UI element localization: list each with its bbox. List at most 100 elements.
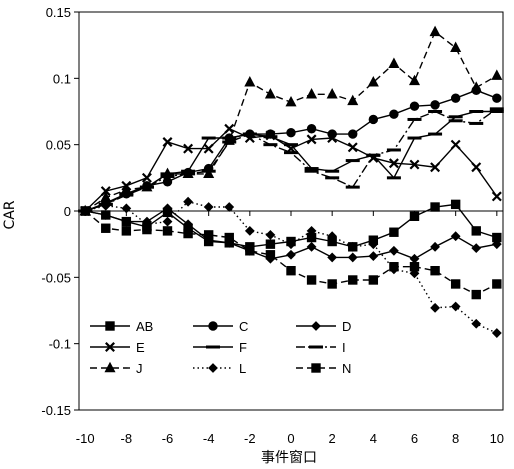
y-tick-label: 0.15	[46, 5, 71, 20]
data-point-n	[348, 275, 358, 285]
data-point-ab	[450, 199, 461, 210]
legend-label-l: L	[239, 361, 246, 376]
data-point-c	[162, 177, 173, 187]
data-point-j	[367, 76, 379, 87]
data-point-ab	[389, 227, 399, 237]
legend-marker-d	[311, 321, 321, 331]
legend-marker-e	[105, 342, 115, 352]
legend-label-i: I	[342, 340, 346, 355]
x-tick-label: 6	[411, 431, 418, 446]
data-point-l	[450, 301, 461, 312]
y-axis-title: CAR	[2, 200, 18, 229]
data-point-l	[327, 231, 338, 242]
data-point-n	[389, 262, 399, 272]
legend-item-d: D	[296, 319, 351, 334]
data-point-ab	[430, 202, 440, 212]
data-point-e	[162, 137, 173, 147]
y-tick-label: 0	[64, 204, 71, 219]
series-line-e	[84, 127, 498, 212]
data-point-j	[388, 57, 400, 68]
legend-item-i: I	[296, 340, 346, 355]
data-point-l	[162, 216, 173, 227]
series-lines	[78, 25, 504, 338]
data-point-d	[121, 216, 132, 227]
series-e	[80, 123, 502, 216]
x-tick-label: 2	[329, 431, 336, 446]
data-point-n	[183, 228, 193, 239]
data-point-n	[327, 279, 337, 289]
series-l	[80, 196, 502, 338]
data-point-n	[224, 232, 234, 243]
data-point-d	[183, 219, 193, 230]
y-tick-label: -0.1	[49, 337, 71, 352]
data-point-c	[368, 114, 379, 125]
y-tick-label: -0.05	[41, 270, 71, 285]
data-point-d	[327, 252, 338, 263]
x-tick-label: -6	[162, 431, 174, 446]
data-point-e	[409, 159, 420, 170]
data-point-e	[327, 133, 338, 144]
data-point-d	[430, 241, 440, 252]
data-point-e	[100, 186, 111, 197]
legend-label-e: E	[136, 340, 145, 355]
data-point-e	[430, 162, 441, 173]
data-point-e	[183, 143, 194, 154]
data-point-n	[101, 223, 111, 233]
data-point-e	[450, 139, 461, 150]
legend-label-ab: AB	[136, 319, 153, 334]
legend-item-e: E	[90, 340, 145, 355]
legend: AB C D E F I J L N	[90, 319, 351, 376]
y-tick-label: 0.05	[46, 138, 71, 153]
data-point-c	[409, 101, 420, 111]
legend-item-f: F	[193, 340, 247, 355]
tick-labels: -10 -8 -6 -4 -2 0 2 4 6 8 10 0.15 0.1 0.05 0 -0.05 -0.1 -…	[41, 5, 504, 446]
data-point-j	[120, 183, 132, 194]
data-point-n	[306, 275, 317, 285]
y-tick-label: 0.1	[53, 71, 71, 86]
data-point-n	[471, 289, 481, 300]
data-point-n	[409, 262, 420, 272]
y-tick-label: -0.15	[41, 403, 71, 418]
data-point-d	[389, 245, 399, 256]
data-point-d	[491, 239, 502, 250]
data-point-e	[388, 158, 399, 169]
legend-item-c: C	[193, 319, 248, 334]
x-axis-title: 事件窗口	[261, 449, 317, 466]
data-point-l	[471, 318, 482, 329]
axes	[74, 11, 504, 411]
data-point-l	[306, 225, 317, 236]
data-point-c	[389, 109, 399, 119]
data-point-ab	[265, 239, 276, 249]
data-point-n	[162, 226, 173, 236]
data-point-j	[223, 134, 235, 145]
x-tick-label: -10	[76, 431, 95, 446]
legend-marker-l	[208, 363, 218, 373]
data-point-j	[244, 76, 256, 87]
x-tick-label: 4	[370, 431, 377, 446]
legend-item-j: J	[90, 361, 143, 376]
legend-item-l: L	[193, 361, 246, 376]
legend-label-d: D	[342, 319, 351, 334]
data-point-n	[286, 266, 296, 276]
legend-label-n: N	[342, 361, 351, 376]
data-point-n	[450, 279, 461, 289]
data-point-d	[409, 253, 420, 264]
data-point-l	[100, 200, 111, 211]
legend-item-ab: AB	[90, 319, 153, 334]
data-point-j	[141, 180, 153, 192]
data-point-d	[450, 231, 461, 242]
data-point-j	[264, 87, 276, 99]
x-tick-label: -8	[121, 431, 133, 446]
legend-marker-j	[104, 361, 116, 373]
legend-marker-n	[311, 363, 321, 373]
data-point-c	[286, 128, 296, 138]
data-point-d	[286, 249, 296, 260]
data-point-e	[141, 172, 152, 183]
data-point-n	[368, 275, 379, 285]
data-point-d	[471, 243, 482, 254]
data-point-e	[347, 142, 358, 153]
data-point-e	[306, 134, 317, 145]
data-point-j	[470, 81, 482, 92]
x-tick-label: 8	[452, 431, 459, 446]
legend-item-n: N	[296, 361, 351, 376]
